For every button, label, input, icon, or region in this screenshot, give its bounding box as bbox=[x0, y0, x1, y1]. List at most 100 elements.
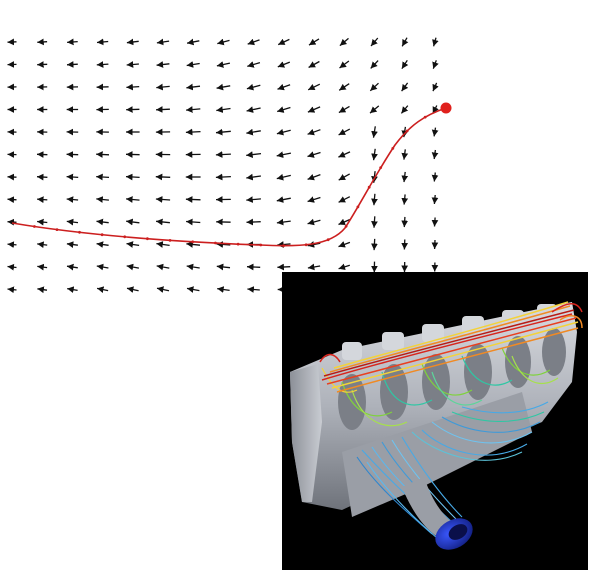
vector-arrow bbox=[339, 60, 350, 69]
vector-arrow bbox=[247, 38, 260, 46]
vector-arrow bbox=[156, 106, 170, 113]
trajectory-point bbox=[236, 242, 240, 246]
trajectory-point bbox=[391, 147, 395, 150]
vector-arrow bbox=[66, 218, 79, 226]
vector-arrow bbox=[156, 263, 170, 271]
vector-arrow bbox=[156, 241, 170, 248]
vector-arrow bbox=[431, 217, 439, 227]
vector-arrow bbox=[246, 263, 261, 271]
trajectory-start-marker bbox=[440, 102, 452, 114]
vector-arrow bbox=[156, 83, 170, 91]
vector-arrow bbox=[96, 151, 110, 158]
vector-arrow bbox=[66, 196, 79, 203]
vector-arrow bbox=[338, 263, 350, 271]
vector-arrow bbox=[156, 286, 170, 293]
exhaust-streamlines bbox=[319, 301, 583, 393]
vector-arrow bbox=[36, 173, 48, 181]
vector-arrow bbox=[96, 61, 109, 68]
vector-arrow bbox=[401, 126, 409, 138]
vector-arrow bbox=[307, 241, 321, 248]
vector-arrow bbox=[369, 82, 379, 92]
trajectory-point bbox=[33, 225, 36, 228]
vector-arrow bbox=[66, 241, 78, 248]
vector-arrow bbox=[186, 106, 201, 113]
vector-arrow bbox=[186, 83, 201, 91]
vector-arrow bbox=[126, 196, 140, 203]
vector-arrow bbox=[277, 38, 290, 46]
vector-arrow bbox=[186, 61, 200, 68]
vector-arrow bbox=[339, 37, 349, 47]
vector-arrow bbox=[246, 83, 261, 91]
vector-arrow bbox=[215, 128, 231, 136]
vector-arrow bbox=[338, 83, 350, 91]
trajectory-point bbox=[191, 240, 195, 244]
vector-arrow bbox=[66, 61, 78, 68]
vector-arrow bbox=[126, 38, 139, 46]
vector-arrow bbox=[338, 173, 351, 181]
vector-arrow bbox=[276, 173, 291, 181]
vector-arrow bbox=[276, 128, 291, 136]
vector-arrow bbox=[401, 216, 409, 228]
vector-arrow bbox=[308, 38, 320, 46]
vector-arrow bbox=[246, 196, 261, 203]
vector-arrow bbox=[307, 106, 321, 113]
vector-arrow bbox=[216, 263, 231, 271]
vector-arrow bbox=[307, 263, 321, 271]
vector-arrow bbox=[371, 126, 378, 138]
vector-arrow bbox=[216, 83, 231, 91]
vector-arrow bbox=[7, 263, 17, 271]
vector-arrow bbox=[277, 263, 291, 271]
vector-arrow bbox=[246, 173, 261, 181]
vector-arrow bbox=[276, 196, 291, 203]
vector-arrow bbox=[156, 61, 170, 68]
trajectory-point bbox=[367, 185, 371, 189]
engine-flow-render bbox=[282, 272, 588, 570]
trajectory-point bbox=[282, 244, 285, 248]
vector-arrow bbox=[401, 149, 409, 160]
vector-arrow bbox=[276, 151, 292, 158]
vector-arrow bbox=[96, 196, 109, 203]
vector-arrow bbox=[307, 151, 321, 158]
vector-arrow bbox=[432, 60, 439, 69]
vector-arrow bbox=[371, 238, 378, 251]
vector-arrow bbox=[186, 38, 200, 46]
vector-arrow bbox=[96, 286, 109, 293]
vector-arrow bbox=[96, 173, 110, 181]
vector-arrow bbox=[186, 241, 201, 248]
vector-arrow bbox=[67, 286, 78, 294]
vector-arrow bbox=[66, 263, 78, 271]
trajectory-sample-points bbox=[33, 115, 427, 248]
trajectory-point bbox=[168, 239, 172, 242]
vector-arrow bbox=[246, 106, 261, 113]
vector-arrow bbox=[126, 263, 140, 271]
vector-arrows bbox=[7, 37, 439, 295]
vector-arrow bbox=[7, 196, 17, 204]
vector-arrow bbox=[369, 105, 380, 114]
trajectory-point bbox=[100, 233, 104, 237]
trajectory-point bbox=[78, 230, 81, 234]
vector-arrow bbox=[338, 218, 351, 226]
vector-arrow bbox=[37, 241, 48, 249]
vector-arrow bbox=[246, 151, 262, 158]
vector-arrow bbox=[126, 61, 139, 68]
vector-arrow bbox=[432, 82, 439, 92]
vector-arrow bbox=[37, 196, 48, 203]
trajectory-point bbox=[405, 129, 409, 133]
vector-arrow bbox=[246, 128, 261, 136]
vector-arrow bbox=[185, 128, 201, 136]
vector-arrow bbox=[431, 127, 439, 137]
vector-arrow bbox=[307, 173, 321, 181]
vector-arrow bbox=[216, 241, 231, 248]
vector-arrow bbox=[186, 263, 200, 271]
vector-arrow bbox=[217, 38, 230, 46]
vector-arrow bbox=[37, 38, 48, 46]
vector-arrow bbox=[338, 151, 351, 158]
vector-arrow bbox=[431, 172, 439, 182]
vector-arrow bbox=[307, 196, 321, 203]
vector-arrow bbox=[371, 148, 378, 161]
vector-arrow bbox=[401, 171, 409, 183]
vector-arrow bbox=[7, 241, 17, 249]
vector-arrow bbox=[155, 173, 171, 181]
vector-arrow bbox=[96, 263, 109, 271]
vector-arrow bbox=[7, 286, 17, 294]
